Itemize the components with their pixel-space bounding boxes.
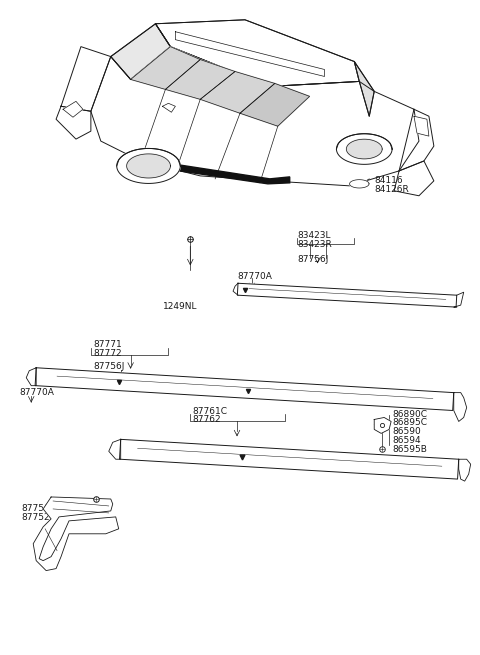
Polygon shape	[131, 47, 200, 89]
Text: 86890C: 86890C	[392, 409, 427, 419]
Polygon shape	[162, 103, 175, 112]
Text: 87752A: 87752A	[21, 513, 56, 522]
Polygon shape	[61, 47, 111, 111]
Text: 87756J: 87756J	[94, 362, 125, 371]
Polygon shape	[111, 24, 170, 79]
Polygon shape	[459, 459, 471, 481]
Text: 87770A: 87770A	[237, 272, 272, 281]
Polygon shape	[240, 83, 310, 126]
Polygon shape	[91, 47, 419, 186]
Text: 84126R: 84126R	[374, 185, 409, 194]
Text: 87772: 87772	[94, 349, 122, 358]
Polygon shape	[120, 440, 459, 479]
Text: 87761C: 87761C	[192, 407, 227, 415]
Polygon shape	[200, 71, 275, 113]
Text: 1491AD: 1491AD	[145, 446, 181, 455]
Text: 84116: 84116	[374, 176, 403, 185]
Polygon shape	[109, 440, 120, 459]
Polygon shape	[35, 367, 454, 411]
Polygon shape	[56, 106, 91, 139]
Text: 87771: 87771	[94, 340, 122, 349]
Polygon shape	[139, 159, 290, 184]
Polygon shape	[347, 140, 382, 159]
Polygon shape	[117, 149, 180, 183]
Polygon shape	[454, 392, 467, 421]
Polygon shape	[166, 60, 235, 100]
Polygon shape	[26, 367, 36, 386]
Text: 83423L: 83423L	[298, 231, 331, 240]
Polygon shape	[354, 62, 374, 116]
Polygon shape	[454, 292, 464, 307]
Polygon shape	[238, 283, 457, 307]
Polygon shape	[156, 20, 360, 86]
Text: 87762: 87762	[192, 415, 221, 424]
Text: 87751: 87751	[21, 504, 50, 513]
Polygon shape	[63, 102, 83, 117]
Text: 87770A: 87770A	[19, 388, 54, 397]
Text: 86594: 86594	[392, 436, 421, 445]
Polygon shape	[414, 116, 429, 136]
Polygon shape	[127, 154, 170, 178]
Text: 86590: 86590	[392, 428, 421, 436]
Text: 86595B: 86595B	[392, 445, 427, 455]
Polygon shape	[394, 161, 434, 196]
Polygon shape	[399, 109, 434, 171]
Polygon shape	[349, 179, 369, 188]
Text: 86895C: 86895C	[392, 419, 427, 428]
Text: 87756J: 87756J	[298, 255, 329, 265]
Polygon shape	[33, 497, 119, 571]
Text: 1249NL: 1249NL	[164, 302, 198, 311]
Polygon shape	[336, 134, 392, 164]
Polygon shape	[374, 417, 391, 434]
Text: 83423R: 83423R	[298, 240, 333, 248]
